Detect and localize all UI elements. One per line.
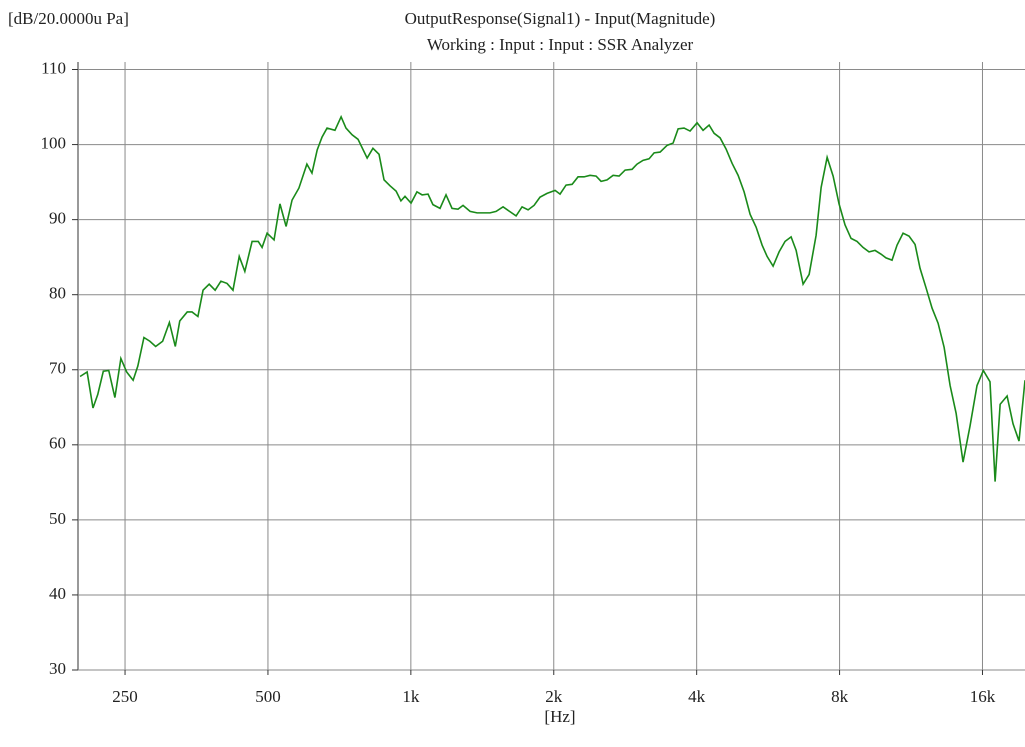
y-tick-label: 40	[49, 584, 66, 603]
y-tick-label: 90	[49, 209, 66, 228]
y-tick-label: 100	[41, 133, 67, 152]
chart-subtitle: Working : Input : Input : SSR Analyzer	[427, 35, 694, 54]
x-tick-label: 2k	[545, 687, 563, 706]
unit-label: [dB/20.0000u Pa]	[8, 9, 129, 28]
response-line	[79, 114, 1025, 482]
x-tick-label: 8k	[831, 687, 849, 706]
y-tick-label: 70	[49, 359, 66, 378]
y-tick-label: 30	[49, 659, 66, 678]
x-tick-label: 4k	[688, 687, 706, 706]
y-tick-label: 60	[49, 434, 66, 453]
x-tick-label: 500	[255, 687, 281, 706]
y-tick-label: 50	[49, 509, 66, 528]
x-tick-label: 1k	[402, 687, 420, 706]
x-axis-label: [Hz]	[544, 707, 575, 726]
y-tick-label: 110	[41, 58, 66, 77]
y-tick-label: 80	[49, 284, 66, 303]
x-tick-label: 250	[112, 687, 138, 706]
x-tick-label: 16k	[970, 687, 996, 706]
chart-title: OutputResponse(Signal1) - Input(Magnitud…	[405, 9, 716, 28]
